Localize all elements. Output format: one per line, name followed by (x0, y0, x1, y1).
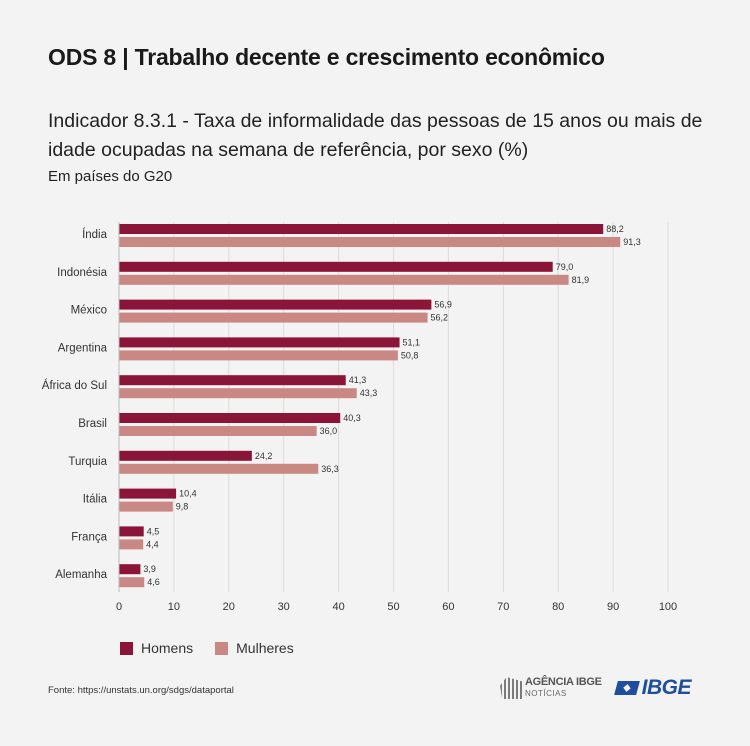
bar-mulheres (119, 388, 357, 399)
category-label: Alemanha (55, 569, 107, 581)
legend: Homens Mulheres (120, 640, 316, 656)
ibge-logo: IBGE (613, 676, 692, 700)
data-label: 41,3 (349, 375, 367, 385)
bar-homens (119, 224, 604, 234)
legend-item-homens: Homens (120, 640, 193, 656)
x-tick-label: 70 (497, 601, 509, 613)
x-tick-label: 0 (116, 601, 122, 613)
data-label: 51,1 (403, 337, 421, 347)
data-label: 43,3 (360, 388, 378, 398)
legend-swatch-homens (120, 641, 133, 655)
category-label: França (71, 531, 107, 543)
legend-label-homens: Homens (141, 640, 194, 656)
bar-mulheres (119, 237, 621, 247)
data-label: 40,3 (343, 413, 361, 423)
bar-mulheres (119, 463, 319, 474)
bar-homens (119, 450, 252, 461)
x-tick-label: 50 (387, 601, 399, 613)
category-label: Índia (82, 228, 108, 241)
data-label: 10,4 (179, 489, 197, 499)
bar-mulheres (119, 350, 398, 361)
category-label: Indonésia (57, 267, 107, 279)
footer-logos: AGÊNCIA IBGE NOTÍCIAS IBGE (500, 676, 692, 700)
data-label: 88,2 (606, 224, 624, 234)
bar-mulheres (119, 539, 144, 550)
bar-homens (119, 488, 177, 499)
data-label: 79,0 (556, 262, 574, 272)
x-tick-label: 90 (607, 601, 619, 613)
category-label: Itália (83, 494, 108, 506)
agencia-ibge-logo: AGÊNCIA IBGE NOTÍCIAS (500, 677, 602, 699)
bar-homens (119, 337, 400, 348)
data-label: 4,6 (147, 577, 160, 587)
ibge-logo-text: IBGE (641, 676, 692, 699)
legend-item-mulheres: Mulheres (215, 640, 294, 656)
x-tick-label: 40 (332, 601, 344, 613)
x-tick-label: 100 (659, 601, 677, 613)
chart-title: ODS 8 | Trabalho decente e crescimento e… (48, 44, 605, 70)
chart-subtitle: Indicador 8.3.1 - Taxa de informalidade … (48, 110, 703, 161)
bar-homens (119, 526, 144, 537)
bar-mulheres (119, 577, 145, 588)
bar-mulheres (119, 501, 173, 512)
category-label: Turquia (68, 456, 107, 468)
source-note: Fonte: https://unstats.un.org/sdgs/datap… (48, 685, 234, 696)
data-label: 81,9 (572, 275, 590, 285)
data-label: 4,5 (147, 526, 160, 536)
legend-swatch-mulheres (215, 641, 229, 655)
bar-mulheres (119, 274, 569, 285)
agencia-logo-text: AGÊNCIA IBGE (525, 676, 602, 688)
data-label: 9,8 (176, 502, 189, 512)
agencia-mark-icon (500, 677, 522, 699)
chart-scope: Em países do G20 (48, 168, 173, 185)
data-label: 91,3 (623, 237, 641, 247)
data-label: 4,4 (146, 539, 159, 549)
category-label: México (71, 305, 107, 317)
data-label: 56,9 (434, 300, 452, 310)
ibge-emblem-icon (613, 681, 640, 695)
legend-label-mulheres: Mulheres (236, 640, 294, 656)
data-label: 56,2 (431, 313, 449, 323)
x-tick-label: 20 (223, 601, 235, 613)
x-tick-label: 10 (168, 601, 180, 613)
bar-homens (119, 564, 141, 575)
bar-mulheres (119, 312, 428, 323)
x-tick-label: 30 (278, 601, 290, 613)
category-label: Brasil (78, 418, 107, 430)
data-label: 50,8 (401, 350, 419, 360)
bar-homens (119, 299, 432, 310)
data-label: 36,3 (321, 464, 339, 474)
bar-homens (119, 261, 553, 272)
data-label: 36,0 (320, 426, 338, 436)
data-label: 24,2 (255, 451, 273, 461)
category-label: Argentina (58, 342, 108, 354)
bar-homens (119, 375, 346, 386)
data-label: 3,9 (143, 564, 156, 574)
bar-homens (119, 413, 341, 423)
bar-mulheres (119, 426, 317, 436)
category-label: África do Sul (42, 379, 107, 392)
agencia-logo-subtext: NOTÍCIAS (525, 689, 567, 698)
x-tick-label: 80 (552, 601, 564, 613)
x-tick-label: 60 (442, 601, 454, 613)
bar-chart: 0 10 20 30 40 50 60 70 80 90 100 Índia 88,2 91,3 Indon… (42, 222, 677, 613)
